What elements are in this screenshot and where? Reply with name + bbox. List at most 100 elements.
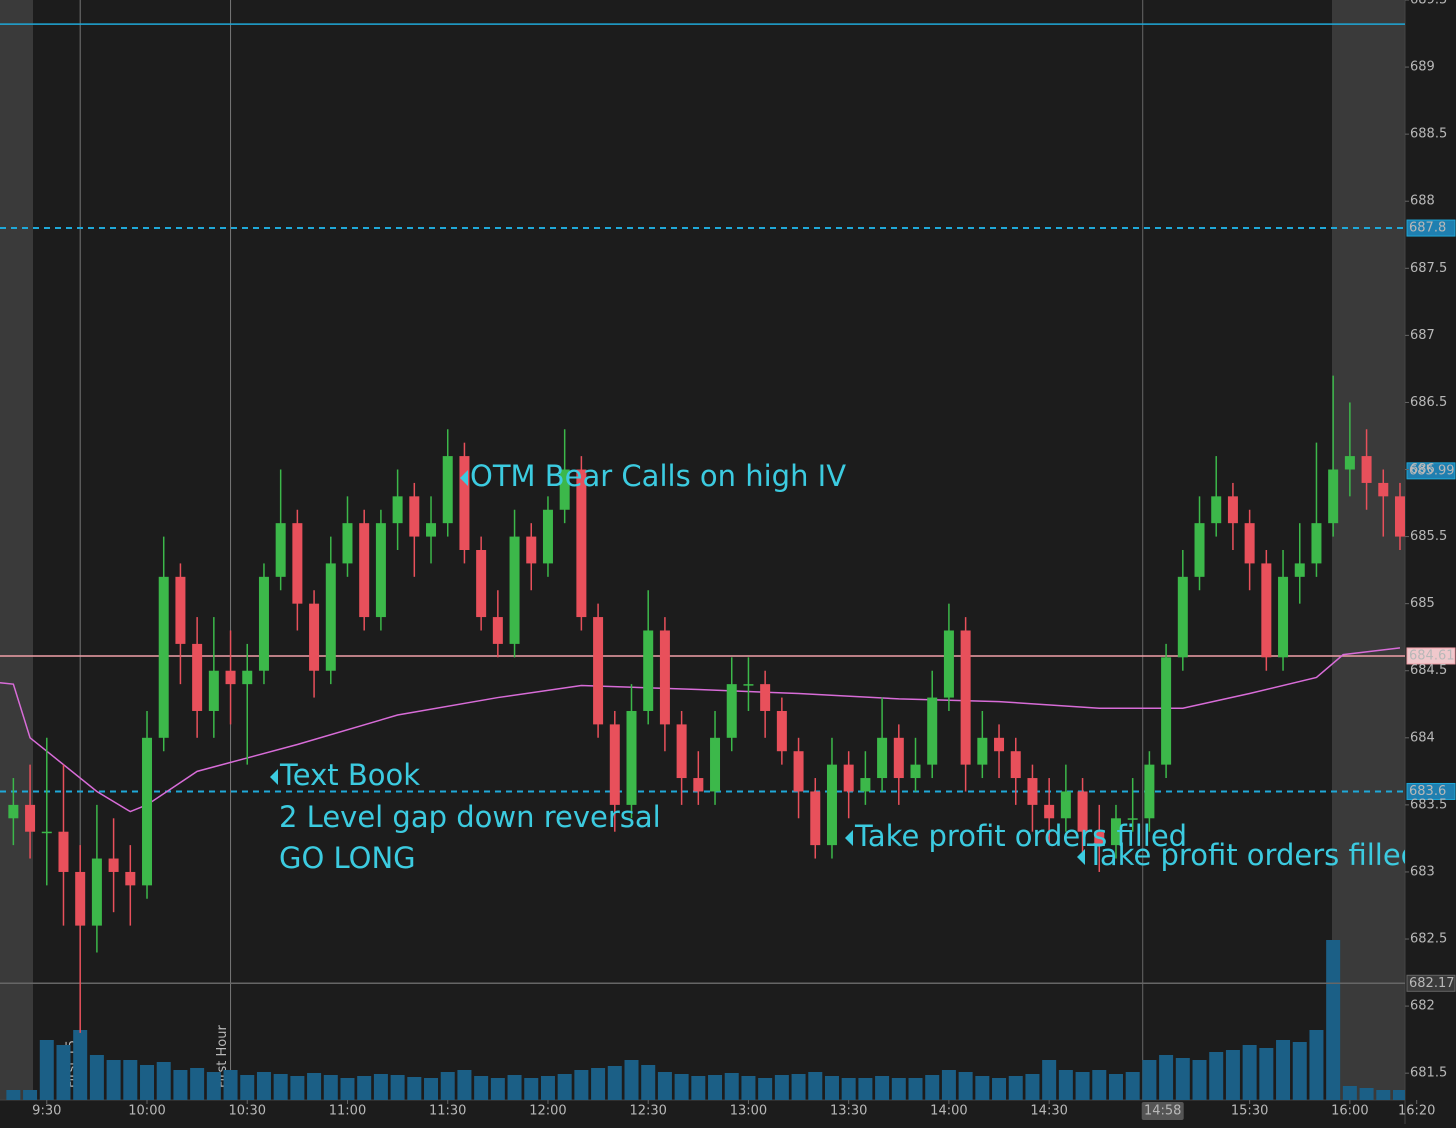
x-tick-label: 14:00 xyxy=(930,1104,967,1119)
volume-bar xyxy=(708,1075,723,1100)
candle-body xyxy=(1077,791,1088,832)
candle-body xyxy=(258,576,269,671)
volume-bar xyxy=(875,1076,890,1100)
candle-body xyxy=(643,630,654,711)
x-tick-label: 13:00 xyxy=(730,1104,767,1119)
candle-body xyxy=(175,576,186,644)
candle-body xyxy=(309,603,320,671)
volume-bar xyxy=(273,1074,288,1100)
y-tick-label: 686.5 xyxy=(1410,395,1447,410)
volume-bar xyxy=(524,1078,539,1100)
y-tick-label: 681.5 xyxy=(1410,1066,1447,1081)
volume-bar xyxy=(474,1076,489,1100)
x-tick-label: 14:30 xyxy=(1030,1104,1067,1119)
y-tick-label: 685.5 xyxy=(1410,529,1447,544)
volume-bar xyxy=(758,1078,773,1100)
candle-body xyxy=(1294,563,1305,577)
y-tick-label: 683 xyxy=(1410,864,1435,879)
annotation-text: Take profit orders filled xyxy=(854,819,1187,853)
vwap-line xyxy=(0,647,1401,813)
volume-bar xyxy=(908,1078,923,1100)
volume-bar xyxy=(323,1075,338,1100)
volume-bar xyxy=(357,1076,372,1100)
candle-body xyxy=(693,778,704,792)
volume-bar xyxy=(741,1076,756,1100)
volume-bar xyxy=(657,1072,672,1100)
y-tick-label: 688.5 xyxy=(1410,127,1447,142)
volume-bar xyxy=(1092,1070,1107,1100)
volume-bar xyxy=(156,1062,171,1100)
volume-bar xyxy=(373,1074,388,1100)
volume-bar xyxy=(440,1072,455,1100)
candle-body xyxy=(1094,831,1105,846)
annotation-pointer xyxy=(460,470,468,486)
candle-body xyxy=(593,617,604,725)
volume-bar xyxy=(607,1066,622,1100)
candle-body xyxy=(1144,764,1155,819)
candle-body xyxy=(108,858,119,872)
afterhours-shade xyxy=(1332,0,1405,1100)
volume-bar xyxy=(340,1078,355,1100)
candle-body xyxy=(342,523,353,564)
candle-body xyxy=(225,670,236,685)
volume-bar xyxy=(691,1076,706,1100)
volume-bar xyxy=(56,1045,71,1100)
candle-body xyxy=(125,871,136,886)
volume-bar xyxy=(1242,1045,1257,1100)
y-tick-label: 689 xyxy=(1410,60,1435,75)
volume-bar xyxy=(774,1075,789,1100)
x-tick-label: 15:30 xyxy=(1231,1104,1268,1119)
volume-bar xyxy=(256,1072,271,1100)
volume-bar xyxy=(1276,1040,1291,1100)
candle-body xyxy=(1110,818,1121,846)
annotation-text: Text Book xyxy=(279,758,420,792)
candle-body xyxy=(492,617,503,644)
volume-bar xyxy=(1309,1030,1324,1100)
candle-body xyxy=(1394,496,1405,537)
candle-body xyxy=(476,550,487,618)
candle-body xyxy=(877,737,888,779)
level-label-box xyxy=(1406,647,1456,665)
candle-body xyxy=(208,670,219,711)
level-label-box xyxy=(1406,782,1456,800)
candle-body xyxy=(526,536,537,564)
candle-body xyxy=(810,791,821,846)
candle-body xyxy=(1361,456,1372,483)
x-tick-label: 10:00 xyxy=(128,1104,165,1119)
annotation-pointer xyxy=(270,769,278,785)
volume-bar xyxy=(1392,1090,1405,1100)
volume-bar xyxy=(39,1040,54,1100)
candle-body xyxy=(542,509,553,564)
candle-body xyxy=(1060,791,1071,819)
candle-body xyxy=(1194,523,1205,577)
annotation-pointer xyxy=(1077,849,1085,865)
y-tick-label: 682.5 xyxy=(1410,932,1447,947)
volume-bar xyxy=(206,1072,221,1100)
candle-body xyxy=(75,871,86,926)
volume-bar xyxy=(557,1074,572,1100)
volume-bar xyxy=(591,1068,606,1100)
candle-body xyxy=(25,804,36,832)
y-tick-label: 688 xyxy=(1410,194,1435,209)
volume-bar xyxy=(891,1078,906,1100)
candle-body xyxy=(843,764,854,792)
y-tick-label: 689.5 xyxy=(1410,0,1447,8)
level-label: 684.61 xyxy=(1409,648,1455,663)
y-tick-label: 685 xyxy=(1410,596,1435,611)
y-tick-label: 684 xyxy=(1410,730,1435,745)
volume-bar xyxy=(424,1078,439,1100)
candle-body xyxy=(375,523,386,618)
volume-bar xyxy=(841,1078,856,1100)
volume-bar xyxy=(1058,1070,1073,1100)
volume-bar xyxy=(1159,1055,1174,1100)
volume-bar xyxy=(1008,1076,1023,1100)
volume-bar xyxy=(1075,1072,1090,1100)
x-tick-label: 11:30 xyxy=(429,1104,466,1119)
volume-bar xyxy=(1042,1060,1057,1100)
y-tick-label: 683.5 xyxy=(1410,797,1447,812)
candle-body xyxy=(1344,456,1355,470)
level-label: 683.6 xyxy=(1409,784,1446,799)
